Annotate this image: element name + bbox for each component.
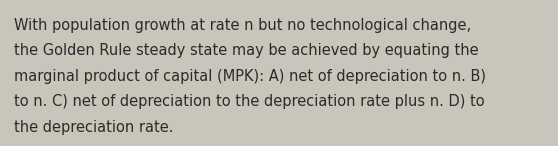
Text: the Golden Rule steady state may be achieved by equating the: the Golden Rule steady state may be achi… (14, 43, 479, 58)
Text: the depreciation rate.: the depreciation rate. (14, 120, 174, 135)
Text: to n. C) net of depreciation to the depreciation rate plus n. D) to: to n. C) net of depreciation to the depr… (14, 94, 484, 109)
Text: With population growth at rate n but no technological change,: With population growth at rate n but no … (14, 18, 471, 33)
Text: marginal product of capital (MPK): A) net of depreciation to n. B): marginal product of capital (MPK): A) ne… (14, 69, 486, 84)
